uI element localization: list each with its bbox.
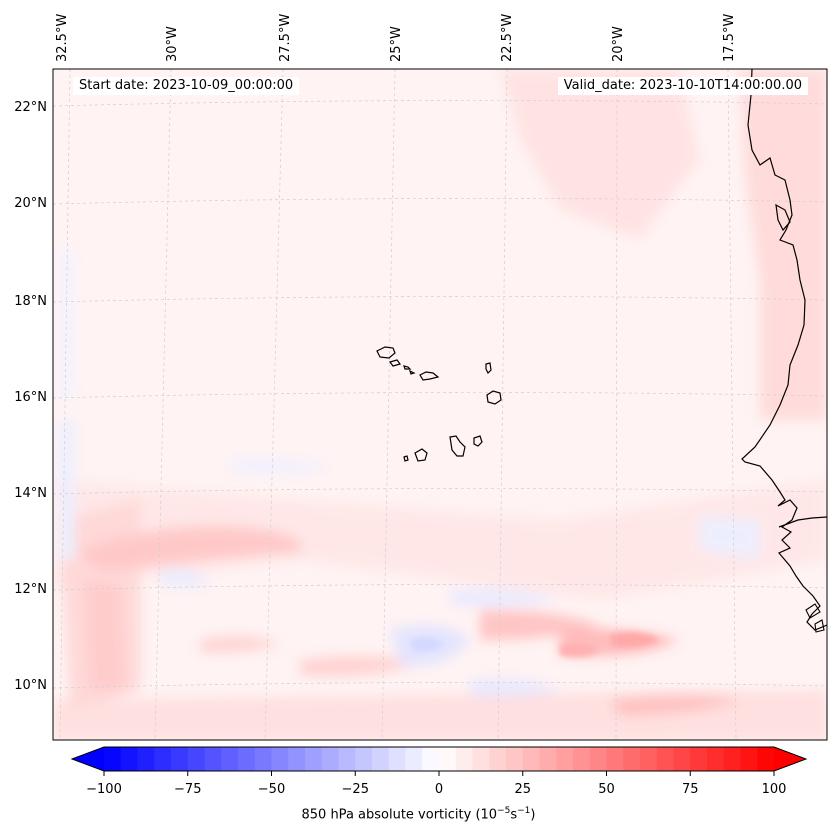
colorbar-label-end: ) — [530, 807, 536, 823]
colorbar-high-extend — [774, 747, 806, 771]
lon-label: 27.5°W — [278, 14, 293, 62]
colorbar-cell — [606, 747, 624, 771]
colorbar-label-exp1: −5 — [497, 806, 511, 816]
colorbar-tick-label: 25 — [514, 782, 531, 797]
plot-frame — [52, 68, 828, 741]
colorbar-cell — [120, 747, 139, 771]
colorbar-cell — [472, 747, 490, 771]
cape-verde-islands — [376, 346, 502, 462]
colorbar-tick-label: −25 — [342, 782, 369, 797]
colorbar-tick-label: −100 — [86, 782, 122, 797]
colorbar-cell — [321, 747, 340, 771]
gridlines — [53, 69, 827, 740]
colorbar-cell — [740, 747, 758, 771]
colorbar-tick-labels: −100 −75 −50 −25 0 25 50 75 100 — [86, 782, 786, 797]
lon-label: 17.5°W — [722, 14, 737, 62]
colorbar-cell — [305, 747, 323, 771]
lat-label: 20°N — [14, 196, 47, 211]
valid-date-label: Valid_date: 2023-10-10T14:00:00.00 — [557, 77, 808, 95]
colorbar-cell — [539, 747, 557, 771]
lon-label: 30°W — [165, 26, 180, 62]
lat-label: 22°N — [14, 100, 47, 115]
colorbar-low-extend — [72, 747, 104, 771]
lon-label: 32.5°W — [55, 14, 70, 62]
colorbar-cell — [656, 747, 675, 771]
lon-label: 25°W — [389, 26, 404, 62]
colorbar-cell — [355, 747, 373, 771]
colorbar-cell — [673, 747, 691, 771]
lat-label: 14°N — [14, 486, 47, 501]
colorbar-cell — [757, 747, 775, 771]
colorbar-cell — [204, 747, 222, 771]
lat-label: 16°N — [14, 390, 47, 405]
colorbar-cell — [589, 747, 608, 771]
colorbar-cells — [104, 747, 775, 771]
colorbar-cell — [254, 747, 273, 771]
colorbar-cell — [271, 747, 289, 771]
colorbar-label-main: 850 hPa absolute vorticity (10 — [301, 807, 498, 823]
colorbar-label-mid: s — [510, 807, 518, 823]
colorbar-cell — [422, 747, 440, 771]
colorbar-cell — [723, 747, 742, 771]
colorbar-label: 850 hPa absolute vorticity (10−5s−1) — [0, 806, 837, 822]
colorbar-tick-label: 50 — [598, 782, 615, 797]
colorbar-cell — [137, 747, 155, 771]
lon-label: 20°W — [611, 26, 626, 62]
lat-label: 12°N — [14, 582, 47, 597]
colorbar: −100 −75 −50 −25 0 25 50 75 100 — [70, 746, 808, 797]
colorbar-cell — [455, 747, 474, 771]
colorbar-cell — [405, 747, 423, 771]
colorbar-tick-label: −75 — [174, 782, 201, 797]
colorbar-cell — [238, 747, 256, 771]
colorbar-cell — [522, 747, 541, 771]
colorbar-cell — [171, 747, 189, 771]
colorbar-tick-label: 0 — [435, 782, 443, 797]
latitude-labels: 22°N 20°N 18°N 16°N 14°N 12°N 10°N — [14, 100, 47, 693]
colorbar-cell — [640, 747, 658, 771]
colorbar-cell — [690, 747, 708, 771]
colorbar-label-exp2: −1 — [517, 806, 531, 816]
colorbar-cell — [506, 747, 524, 771]
colorbar-cell — [388, 747, 407, 771]
colorbar-cell — [288, 747, 306, 771]
lat-label: 10°N — [14, 678, 47, 693]
longitude-labels: 32.5°W 30°W 27.5°W 25°W 22.5°W 20°W 17.5… — [55, 14, 737, 62]
colorbar-cell — [338, 747, 356, 771]
colorbar-tick-label: 75 — [682, 782, 699, 797]
colorbar-ticks — [103, 771, 775, 776]
vorticity-field — [53, 69, 827, 740]
colorbar-cell — [707, 747, 725, 771]
colorbar-tick-label: 100 — [762, 782, 787, 797]
colorbar-cell — [154, 747, 172, 771]
colorbar-cell — [439, 747, 457, 771]
lat-label: 18°N — [14, 294, 47, 309]
colorbar-tick-label: −50 — [258, 782, 285, 797]
colorbar-cell — [556, 747, 574, 771]
start-date-label: Start date: 2023-10-09_00:00:00 — [73, 77, 300, 95]
lon-label: 22.5°W — [500, 14, 515, 62]
colorbar-cell — [489, 747, 507, 771]
colorbar-cell — [372, 747, 390, 771]
colorbar-cell — [187, 747, 206, 771]
colorbar-cell — [221, 747, 239, 771]
colorbar-cell — [573, 747, 591, 771]
colorbar-cell — [623, 747, 641, 771]
colorbar-cell — [104, 747, 122, 771]
africa-coastline — [741, 69, 827, 631]
